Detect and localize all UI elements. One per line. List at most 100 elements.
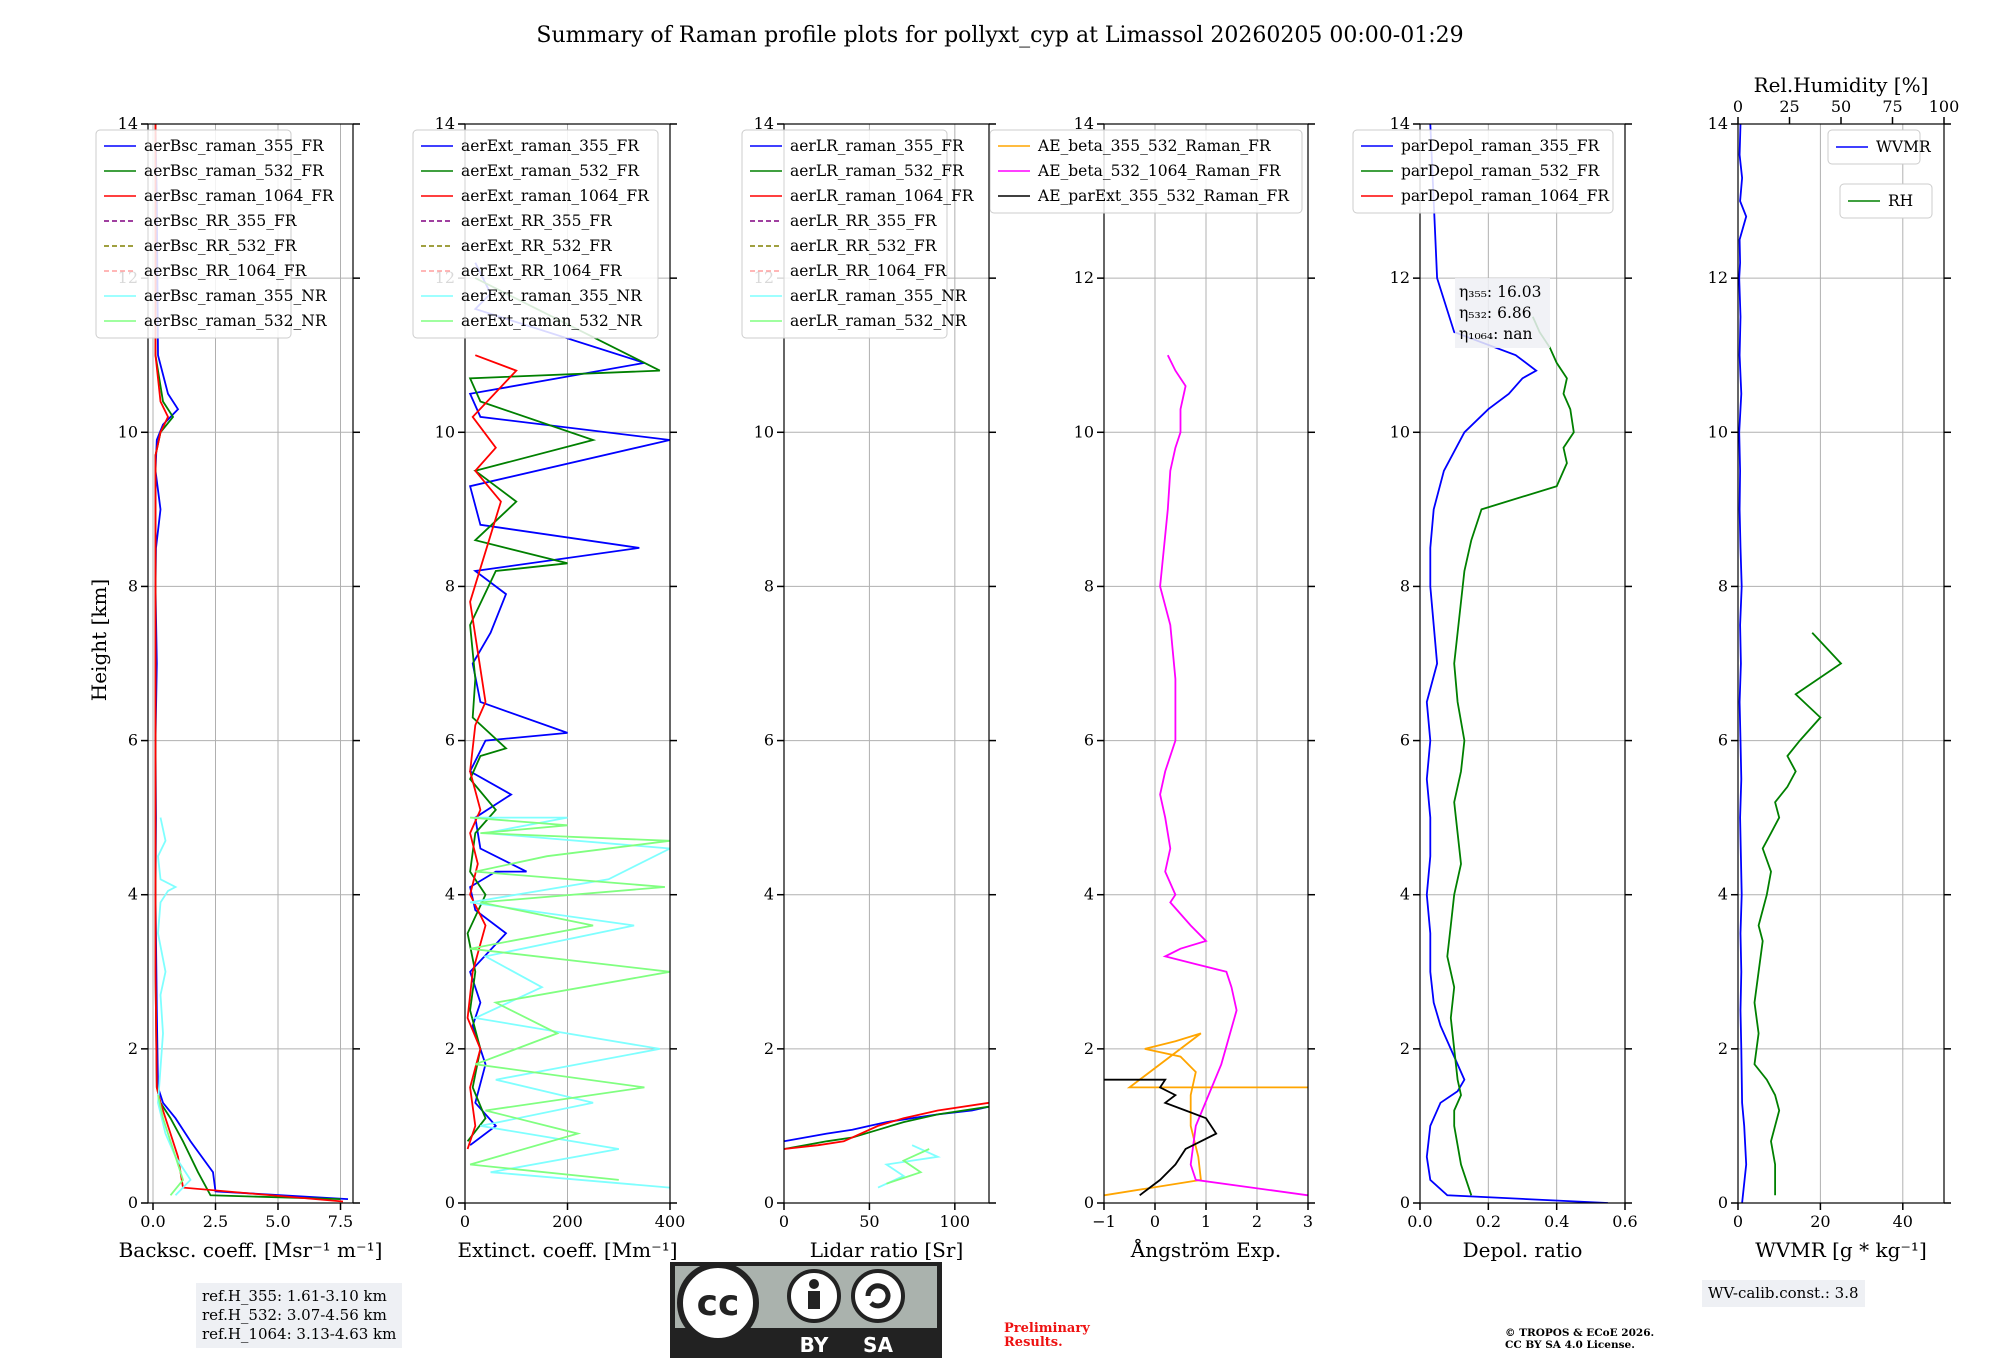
legend-label: aerExt_raman_532_NR bbox=[461, 312, 643, 330]
series-line-lightgreen bbox=[157, 1094, 185, 1196]
y-tick-label: 8 bbox=[1718, 576, 1728, 595]
legend-label: aerLR_raman_355_FR bbox=[790, 137, 965, 155]
y-tick-label: 6 bbox=[445, 731, 455, 750]
x-tick-label: 0.4 bbox=[1544, 1212, 1569, 1231]
legend-label: aerExt_raman_355_FR bbox=[461, 137, 640, 155]
x-tick-label: 0.6 bbox=[1612, 1212, 1637, 1231]
legend-label: aerBsc_RR_532_FR bbox=[144, 237, 298, 255]
series-line-red bbox=[154, 124, 344, 1203]
y-tick-label: 0 bbox=[1084, 1193, 1094, 1212]
series-group bbox=[784, 1101, 989, 1189]
legend-label: aerBsc_RR_1064_FR bbox=[144, 262, 308, 280]
wv-calibration-box: WV-calib.const.: 3.8 bbox=[1702, 1280, 1865, 1307]
y-tick-label: 4 bbox=[445, 885, 455, 904]
x-tick-label: 20 bbox=[1810, 1212, 1830, 1231]
series-line-red bbox=[784, 1101, 989, 1150]
panel-6: 0 2 4 6 8 10 12 14 0 20 40 WVMR [g * kg⁻¹] 0 25 50 75 10… bbox=[1708, 73, 1960, 1262]
series-line-green bbox=[784, 1105, 989, 1150]
cc-by-label: BY bbox=[800, 1333, 829, 1357]
x-tick-label: 0.0 bbox=[140, 1212, 165, 1231]
copyright-note: © TROPOS & ECoE 2026. CC BY SA 4.0 Licen… bbox=[1505, 1327, 1655, 1351]
series-line-lightgreen bbox=[886, 1148, 930, 1185]
y-tick-label: 8 bbox=[764, 576, 774, 595]
legend-label: AE_beta_355_532_Raman_FR bbox=[1037, 137, 1272, 155]
panel-5: 0 2 4 6 8 10 12 14 0.0 0.2 0.4 0.6 Depol. ratio parDe… bbox=[1352, 114, 1638, 1262]
series-line-lightgreen bbox=[469, 816, 670, 1181]
panel-2: 024681012140200400Extinct. coeff. [Mm⁻¹]… bbox=[412, 114, 685, 1262]
y-tick-label: 2 bbox=[445, 1039, 455, 1058]
series-line-blue bbox=[468, 262, 670, 1146]
top-x-tick-label: 100 bbox=[1929, 97, 1960, 116]
y-tick-label: 10 bbox=[435, 422, 455, 441]
y-tick-label: 10 bbox=[1074, 422, 1094, 441]
x-tick-label: 2 bbox=[1252, 1212, 1262, 1231]
legend-label: aerBsc_RR_355_FR bbox=[144, 212, 298, 230]
series-line-orange bbox=[1104, 1032, 1308, 1197]
series-line-green bbox=[466, 277, 661, 1142]
legend-label: aerExt_raman_355_NR bbox=[461, 287, 643, 305]
reference-height-box: ref.H_355: 1.61-3.10 km ref.H_532: 3.07-… bbox=[196, 1283, 403, 1348]
x-axis-label: Ångström Exp. bbox=[1130, 1237, 1281, 1262]
cc-sa-label: SA bbox=[863, 1333, 893, 1357]
axes-frame bbox=[783, 123, 990, 1204]
series-line-cyan bbox=[877, 1144, 941, 1189]
series-line-blue bbox=[154, 124, 349, 1200]
y-tick-label: 6 bbox=[1718, 731, 1728, 750]
x-tick-label: 50 bbox=[859, 1212, 879, 1231]
eta-label: η₃₅₅: 16.03 bbox=[1459, 283, 1541, 301]
y-tick-label: 10 bbox=[754, 422, 774, 441]
y-tick-label: 8 bbox=[1084, 576, 1094, 595]
top-x-tick-label: 50 bbox=[1831, 97, 1851, 116]
axes-frame bbox=[1419, 123, 1626, 1204]
y-tick-label: 12 bbox=[1708, 268, 1728, 287]
series-line-blue bbox=[1425, 124, 1608, 1203]
x-tick-label: 0.0 bbox=[1407, 1212, 1432, 1231]
legend-label: aerBsc_raman_532_FR bbox=[144, 162, 325, 180]
legend-box bbox=[1352, 129, 1614, 214]
ref-height-1064: ref.H_1064: 3.13-4.63 km bbox=[202, 1325, 397, 1343]
legend-label: aerLR_raman_355_NR bbox=[790, 287, 968, 305]
y-tick-label: 0 bbox=[764, 1193, 774, 1212]
legend-label: aerExt_raman_532_FR bbox=[461, 162, 640, 180]
y-tick-label: 2 bbox=[1718, 1039, 1728, 1058]
x-tick-label: 40 bbox=[1893, 1212, 1913, 1231]
series-line-green bbox=[1446, 316, 1575, 1196]
y-tick-label: 12 bbox=[1390, 268, 1410, 287]
x-axis-label: Lidar ratio [Sr] bbox=[810, 1238, 964, 1262]
y-tick-label: 8 bbox=[445, 576, 455, 595]
y-tick-label: 6 bbox=[1084, 731, 1094, 750]
y-tick-label: 4 bbox=[128, 885, 138, 904]
x-axis-label: Backsc. coeff. [Msr⁻¹ m⁻¹] bbox=[119, 1238, 383, 1262]
share-alike-icon bbox=[851, 1269, 905, 1323]
x-axis-label: Extinct. coeff. [Mm⁻¹] bbox=[457, 1238, 677, 1262]
series-group bbox=[154, 124, 349, 1203]
y-tick-label: 2 bbox=[1400, 1039, 1410, 1058]
legend-box bbox=[989, 129, 1303, 214]
top-x-axis-label: Rel.Humidity [%] bbox=[1754, 73, 1929, 97]
series-line-magenta bbox=[1159, 354, 1308, 1197]
series-line-cyan bbox=[469, 816, 670, 1189]
legend-label: aerLR_raman_1064_FR bbox=[790, 187, 975, 205]
x-axis-label: WVMR [g * kg⁻¹] bbox=[1755, 1238, 1927, 1262]
x-tick-label: 0 bbox=[1733, 1212, 1743, 1231]
y-tick-label: 2 bbox=[128, 1039, 138, 1058]
y-tick-label: 10 bbox=[1390, 422, 1410, 441]
legend-label: aerBsc_raman_532_NR bbox=[144, 312, 328, 330]
legend-label: parDepol_raman_355_FR bbox=[1401, 137, 1601, 155]
legend-label: aerBsc_raman_355_FR bbox=[144, 137, 325, 155]
y-tick-label: 8 bbox=[1400, 576, 1410, 595]
legend-label: aerLR_RR_532_FR bbox=[790, 237, 938, 255]
y-tick-label: 12 bbox=[1074, 268, 1094, 287]
y-tick-label: 4 bbox=[764, 885, 774, 904]
legend-box bbox=[412, 129, 659, 339]
wv-calibration-constant: WV-calib.const.: 3.8 bbox=[1708, 1284, 1859, 1302]
cc-by-sa-badge[interactable]: cc BY SA bbox=[670, 1262, 942, 1358]
cc-logo-icon bbox=[677, 1262, 759, 1344]
ref-height-355: ref.H_355: 1.61-3.10 km bbox=[202, 1287, 387, 1305]
legend-label: aerLR_RR_355_FR bbox=[790, 212, 938, 230]
top-x-tick-label: 25 bbox=[1779, 97, 1799, 116]
x-tick-label: 7.5 bbox=[328, 1212, 353, 1231]
legend-label: aerExt_RR_532_FR bbox=[461, 237, 613, 255]
